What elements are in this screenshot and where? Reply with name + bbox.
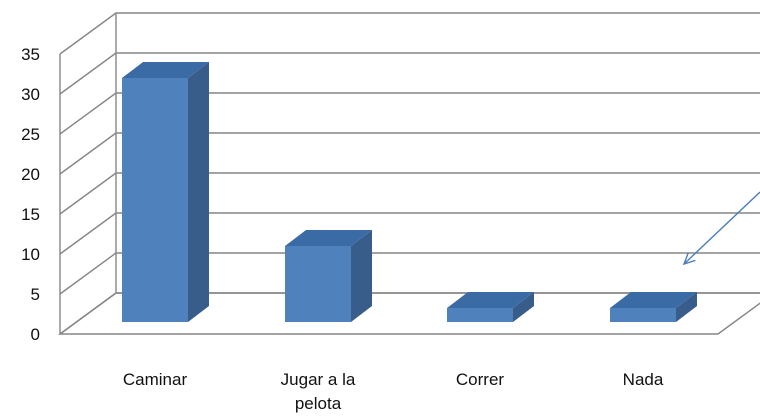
gridline-10 (59, 212, 760, 255)
y-tick-label-20: 20 (21, 165, 40, 184)
bar-caminar (122, 62, 209, 322)
y-tick-label-35: 35 (21, 45, 40, 64)
x-tick-label-caminar: Caminar (123, 370, 188, 389)
y-tick-label-25: 25 (21, 125, 40, 144)
x-axis-labels: Caminar Jugar a la pelota Correr Nada (123, 370, 664, 413)
gridline-30 (59, 52, 760, 95)
bar-jugar-a-la-pelota (285, 230, 372, 322)
bar-side-face (351, 230, 372, 322)
gridline-5 (59, 252, 760, 295)
gridline-25 (59, 92, 760, 135)
arrow-shaft (683, 191, 760, 265)
x-tick-label-line: Nada (623, 370, 664, 389)
bar-front-face (122, 78, 188, 322)
y-axis-ticks: 0 5 10 15 20 25 30 35 (21, 45, 40, 344)
bar-front-face (447, 308, 513, 322)
arrow-head-icon (682, 252, 696, 266)
y-tick-label-0: 0 (31, 325, 40, 344)
bar-nada (610, 292, 697, 322)
bar-side-face (188, 62, 209, 322)
y-tick-label-5: 5 (31, 285, 40, 304)
gridline-20 (59, 132, 760, 175)
bar-side-face (676, 292, 697, 322)
x-tick-label-nada: Nada (623, 370, 664, 389)
y-tick-label-10: 10 (21, 245, 40, 264)
x-tick-label-correr: Correr (456, 370, 505, 389)
y-tick-label-30: 30 (21, 85, 40, 104)
bar-top-face (285, 230, 372, 246)
gridlines (59, 12, 760, 335)
x-tick-label-line: pelota (295, 394, 342, 413)
bar-correr (447, 292, 534, 322)
x-tick-label-line: Jugar a la (281, 370, 356, 389)
x-tick-label-line: Correr (456, 370, 505, 389)
bar-top-face (610, 292, 697, 308)
annotation-arrow (682, 191, 760, 266)
annotations (682, 191, 760, 266)
gridline-35 (59, 12, 760, 55)
gridline-0 (59, 292, 760, 335)
y-tick-label-15: 15 (21, 205, 40, 224)
bars (122, 62, 697, 322)
bar-front-face (610, 308, 676, 322)
bar-front-face (285, 246, 351, 322)
x-tick-label-jugar-a-la-pelota: Jugar a la pelota (281, 370, 356, 413)
x-tick-label-line: Caminar (123, 370, 188, 389)
gridline-15 (59, 172, 760, 215)
bar-side-face (513, 292, 534, 322)
bar-top-face (447, 292, 534, 308)
bar-top-face (122, 62, 209, 78)
